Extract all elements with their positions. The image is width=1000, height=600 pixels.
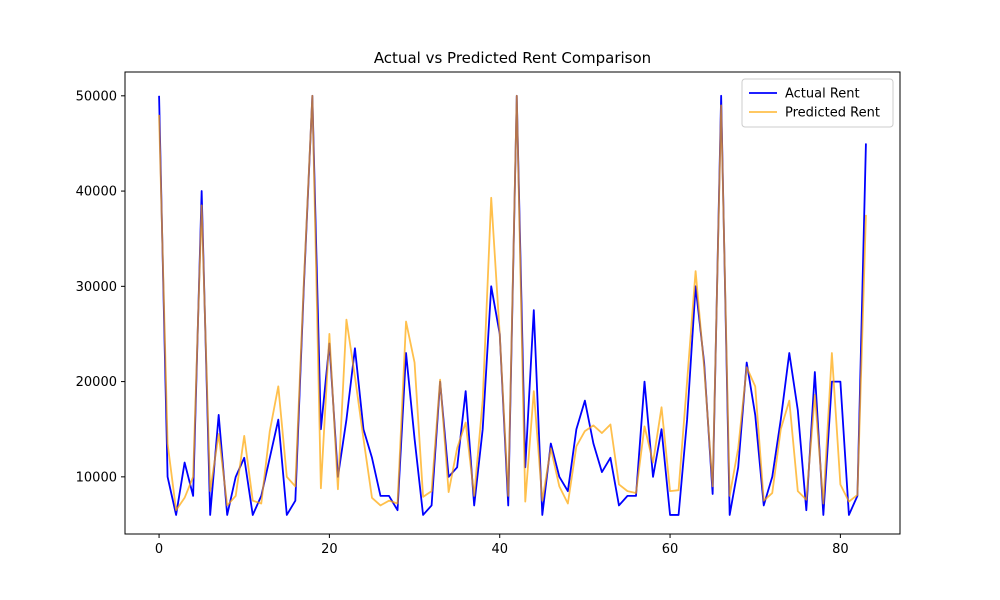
- series-layer: [158, 94, 867, 516]
- x-tick-label: 0: [155, 542, 163, 557]
- legend-label-predicted-rent: Predicted Rent: [785, 106, 880, 121]
- plot-frame: [124, 71, 901, 535]
- x-tick-label: 80: [832, 542, 849, 557]
- y-tick-label: 20000: [76, 375, 117, 390]
- x-tick-label: 60: [662, 542, 679, 557]
- y-tick-label: 30000: [76, 280, 117, 295]
- y-tick-label: 10000: [76, 470, 117, 485]
- x-tick-label: 20: [321, 542, 338, 557]
- legend: Actual Rent Predicted Rent: [741, 78, 894, 128]
- series-line-predicted-rent: [158, 94, 867, 512]
- y-tick-label: 50000: [76, 89, 117, 104]
- legend-label-actual-rent: Actual Rent: [785, 87, 860, 102]
- axes-layer: 0 20 40 60 80 10000 20000 30000 40000 50000: [76, 71, 901, 557]
- y-tick-label: 40000: [76, 185, 117, 200]
- legend-box: [741, 78, 894, 128]
- x-tick-label: 40: [491, 542, 508, 557]
- chart-title: Actual vs Predicted Rent Comparison: [374, 49, 651, 67]
